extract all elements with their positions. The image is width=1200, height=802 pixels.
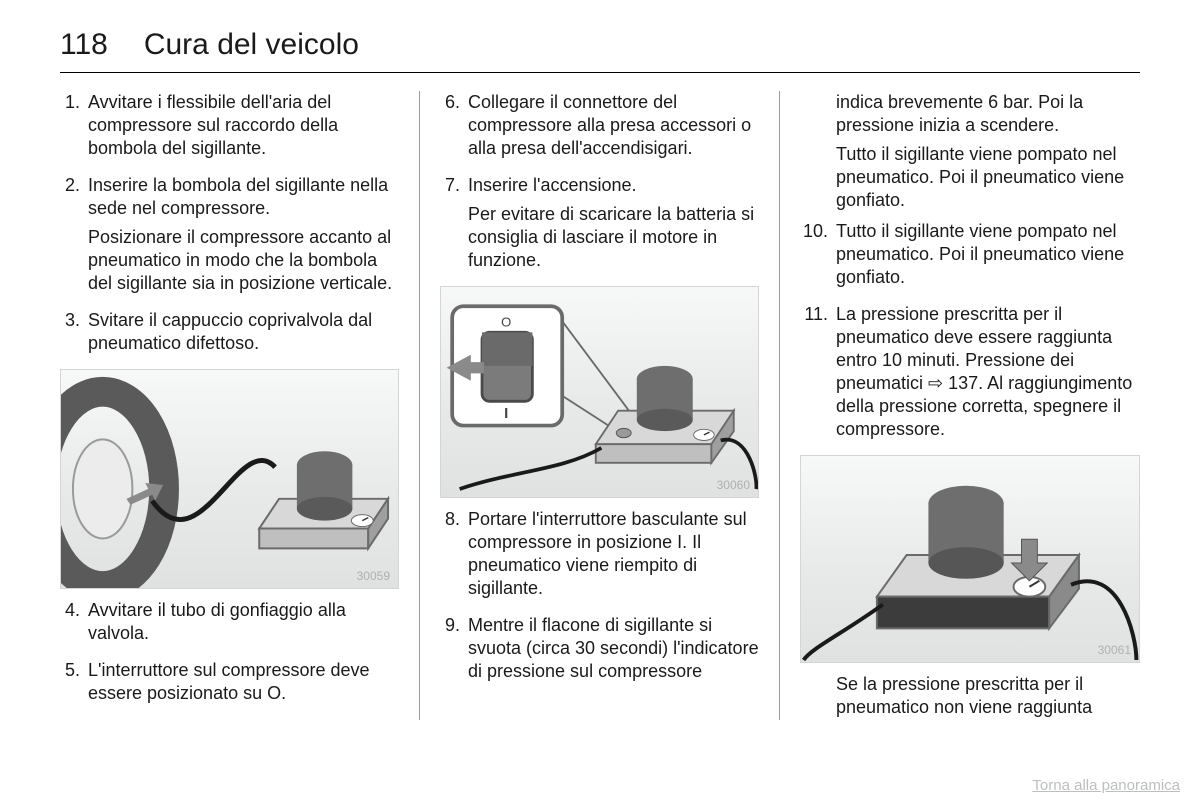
compressor-gauge-icon xyxy=(801,456,1139,662)
step-text: Svitare il cappuccio coprivalvola dal pn… xyxy=(88,309,399,355)
step-5: 5. L'interruttore sul compressore deve e… xyxy=(60,659,399,711)
step-number: 1. xyxy=(60,91,88,166)
step-text: Inserire l'accensione. xyxy=(468,174,759,197)
svg-text:O: O xyxy=(501,315,511,330)
step-9-cont: indica brevemente 6 bar. Poi la pression… xyxy=(836,91,1140,137)
rocker-switch-icon: O I xyxy=(441,287,758,497)
step-text: Mentre il flacone di sigillante si svuot… xyxy=(468,614,759,683)
step-number: 3. xyxy=(60,309,88,361)
step-10: 10. Tutto il sigillante viene pompato ne… xyxy=(800,220,1140,295)
step-2: 2. Inserire la bombola del sigillante ne… xyxy=(60,174,399,301)
column-2: 6. Collegare il connettore del compresso… xyxy=(420,91,780,720)
figure-id: 30060 xyxy=(717,478,750,493)
step-text: Collegare il connettore del compressore … xyxy=(468,91,759,160)
step-number: 2. xyxy=(60,174,88,301)
figure-id: 30061 xyxy=(1098,643,1131,658)
step-number: 11. xyxy=(800,303,836,447)
step-text: Posizionare il compressore accanto al pn… xyxy=(88,226,399,295)
step-9: 9. Mentre il flacone di sigillante si sv… xyxy=(440,614,759,689)
continuation-text: Se la pressione prescritta per il pneuma… xyxy=(800,673,1140,719)
figure-30061: 30061 xyxy=(800,455,1140,663)
step-text: Avvitare i flessibile dell'aria del comp… xyxy=(88,91,399,160)
step-text: Portare l'interruttore basculante sul co… xyxy=(468,508,759,600)
step-9-cont: Tutto il sigillante viene pompato nel pn… xyxy=(836,143,1140,212)
header-rule xyxy=(60,72,1140,73)
step-text: Inserire la bombola del sigillante nella… xyxy=(88,174,399,220)
figure-30059: 30059 xyxy=(60,369,399,589)
step-number: 7. xyxy=(440,174,468,278)
step-4: 4. Avvitare il tubo di gonfiaggio alla v… xyxy=(60,599,399,651)
step-number: 8. xyxy=(440,508,468,606)
step-text: L'interruttore sul compressore deve esse… xyxy=(88,659,399,705)
compressor-to-tire-icon xyxy=(61,370,398,588)
content-columns: 1. Avvitare i flessibile dell'aria del c… xyxy=(60,91,1140,720)
column-1: 1. Avvitare i flessibile dell'aria del c… xyxy=(60,91,420,720)
step-text: Tutto il sigillante viene pompato nel pn… xyxy=(836,220,1140,289)
step-text: Per evitare di scaricare la batteria si … xyxy=(468,203,759,272)
back-to-overview-link[interactable]: Torna alla panoramica xyxy=(1032,777,1180,794)
figure-id: 30059 xyxy=(357,569,390,584)
page-header: 118 Cura del veicolo xyxy=(60,28,1140,62)
step-11: 11. La pressione prescritta per il pneum… xyxy=(800,303,1140,447)
svg-text:I: I xyxy=(504,406,508,422)
step-number: 9. xyxy=(440,614,468,689)
step-3: 3. Svitare il cappuccio coprivalvola dal… xyxy=(60,309,399,361)
step-number: 5. xyxy=(60,659,88,711)
step-6: 6. Collegare il connettore del compresso… xyxy=(440,91,759,166)
page-number: 118 xyxy=(60,28,108,62)
step-text: La pressione prescritta per il pneumatic… xyxy=(836,303,1140,441)
chapter-title: Cura del veicolo xyxy=(144,28,359,62)
step-1: 1. Avvitare i flessibile dell'aria del c… xyxy=(60,91,399,166)
step-number: 6. xyxy=(440,91,468,166)
column-3: indica brevemente 6 bar. Poi la pression… xyxy=(780,91,1140,720)
step-number: 10. xyxy=(800,220,836,295)
figure-30060: O I xyxy=(440,286,759,498)
step-number: 4. xyxy=(60,599,88,651)
step-7: 7. Inserire l'accensione. Per evitare di… xyxy=(440,174,759,278)
step-text: Avvitare il tubo di gonfiaggio alla valv… xyxy=(88,599,399,645)
step-8: 8. Portare l'interruttore basculante sul… xyxy=(440,508,759,606)
